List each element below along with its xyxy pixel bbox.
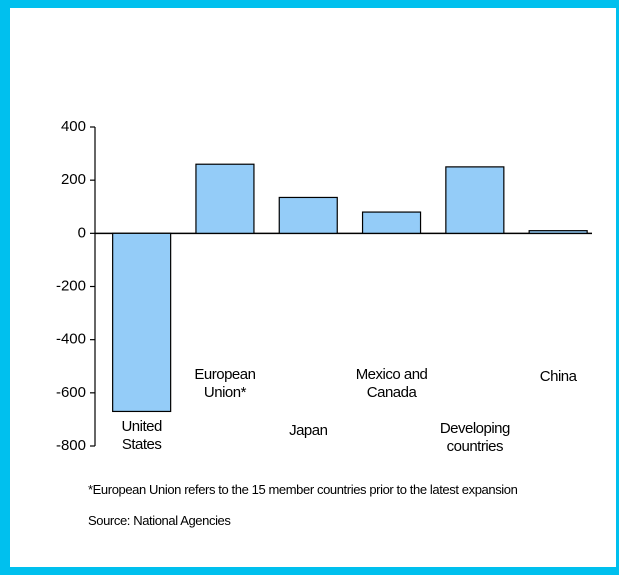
category-label: Japan <box>289 422 328 439</box>
source: Source: National Agencies <box>88 513 231 528</box>
bar <box>361 211 422 234</box>
bar <box>195 163 255 234</box>
category-label: United States <box>121 418 162 453</box>
y-tick-label: 400 <box>61 118 86 135</box>
bar <box>528 230 588 234</box>
category-label: Developing countries <box>439 420 511 455</box>
y-tick-label: -200 <box>56 277 86 294</box>
category-label: China <box>539 368 577 385</box>
bar <box>278 196 338 234</box>
footnote: *European Union refers to the 15 member … <box>88 482 518 497</box>
y-tick-label: 0 <box>78 224 86 241</box>
category-label: European Union* <box>194 366 256 401</box>
bar <box>445 166 505 234</box>
y-tick-label: -600 <box>56 384 86 401</box>
y-tick-label: 200 <box>61 171 86 188</box>
y-tick-label: -800 <box>56 437 86 454</box>
y-tick-label: -400 <box>56 331 86 348</box>
bar <box>112 232 172 413</box>
category-label: Mexico and Canada <box>355 366 428 401</box>
